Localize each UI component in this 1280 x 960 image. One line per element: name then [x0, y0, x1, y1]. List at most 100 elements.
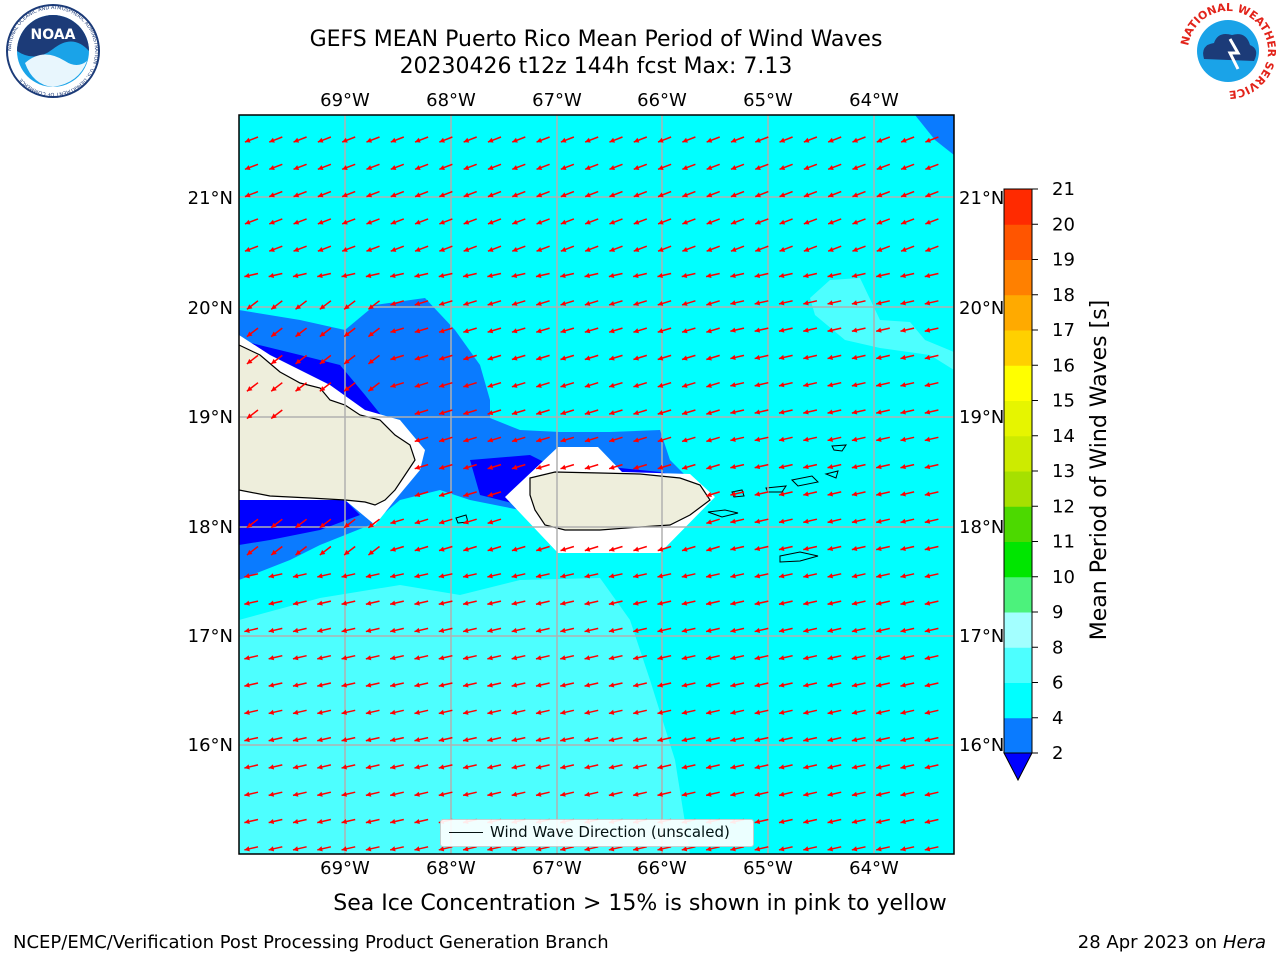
colorbar-band — [1004, 576, 1032, 613]
wind-wave-arrowhead — [851, 791, 858, 797]
wind-wave-arrowhead — [827, 709, 834, 715]
wind-wave-arrowhead — [439, 519, 445, 525]
wind-wave-arrowhead — [439, 546, 445, 552]
wind-wave-arrowhead — [511, 791, 518, 797]
wind-wave-arrowhead — [463, 219, 470, 225]
wind-wave-arrowhead — [439, 382, 445, 388]
wind-wave-arrowhead — [730, 682, 736, 688]
colorbar-band — [1004, 717, 1032, 754]
wind-wave-arrowhead — [778, 791, 785, 797]
wind-wave-arrowhead — [414, 655, 420, 661]
wind-wave-arrowhead — [852, 247, 859, 252]
wind-wave-arrowhead — [317, 137, 324, 143]
colorbar-extend-min — [1003, 752, 1033, 782]
wind-wave-arrowhead — [681, 737, 688, 743]
wind-wave-arrowhead — [560, 846, 566, 852]
wind-wave-arrowhead — [487, 764, 493, 770]
wind-wave-arrowhead — [900, 709, 906, 715]
wind-wave-arrowhead — [851, 764, 858, 770]
wind-wave-arrowhead — [901, 247, 907, 252]
wind-wave-arrowhead — [560, 165, 567, 170]
wind-wave-arrowhead — [317, 655, 323, 661]
wind-wave-arrowhead — [754, 818, 761, 825]
wind-wave-arrowhead — [827, 573, 834, 579]
wind-wave-arrowhead — [560, 437, 567, 443]
wind-wave-arrowhead — [609, 165, 616, 170]
wind-wave-arrowhead — [463, 737, 469, 743]
wind-wave-arrowhead — [414, 355, 421, 361]
wind-wave-arrowhead — [560, 192, 567, 198]
wind-wave-arrowhead — [365, 791, 372, 797]
lat-label: 21°N — [959, 188, 1004, 209]
wind-wave-arrowhead — [900, 818, 906, 825]
wind-wave-arrowhead — [584, 627, 591, 633]
wind-wave-arrowhead — [390, 328, 396, 334]
wind-wave-arrowhead — [487, 300, 494, 306]
wind-wave-arrowhead — [851, 382, 858, 388]
wind-wave-arrowhead — [681, 627, 688, 633]
wind-wave-arrowhead — [246, 304, 253, 310]
wind-wave-arrowhead — [851, 327, 858, 333]
wind-wave-arrowhead — [414, 709, 420, 715]
wind-wave-arrowhead — [487, 737, 493, 743]
map-plot-area — [239, 115, 954, 854]
wind-wave-arrowhead — [706, 846, 712, 852]
colorbar-band — [1004, 682, 1032, 719]
wind-wave-arrowhead — [608, 791, 615, 797]
wind-wave-arrowhead — [246, 549, 253, 556]
wind-wave-arrowhead — [876, 382, 882, 388]
wind-wave-arrowhead — [633, 437, 639, 443]
wind-wave-arrowhead — [292, 627, 299, 633]
wind-wave-arrowhead — [414, 546, 421, 552]
lat-label: 17°N — [188, 626, 233, 647]
wind-wave-arrowhead — [657, 272, 663, 279]
wind-wave-arrowhead — [876, 327, 882, 333]
colorbar-band — [1004, 471, 1032, 507]
wind-wave-arrowhead — [609, 192, 616, 198]
wind-wave-arrowhead — [463, 546, 469, 552]
wind-wave-arrowhead — [876, 518, 882, 524]
wind-wave-arrowhead — [730, 764, 736, 770]
wind-wave-arrowhead — [706, 737, 712, 743]
wind-wave-arrowhead — [924, 327, 931, 333]
wind-wave-arrowhead — [827, 327, 834, 333]
wind-wave-arrowhead — [608, 682, 615, 688]
wind-wave-arrowhead — [390, 573, 396, 579]
wind-wave-arrowhead — [511, 709, 518, 715]
wind-wave-arrowhead — [803, 247, 810, 252]
wind-wave-arrowhead — [827, 409, 834, 415]
wind-wave-arrowhead — [681, 600, 688, 606]
wind-wave-arrowhead — [827, 682, 834, 688]
lat-label: 19°N — [188, 407, 233, 428]
wind-wave-arrowhead — [609, 355, 615, 361]
colorbar-tick-label: 15 — [1052, 391, 1075, 412]
wind-wave-arrowhead — [778, 272, 785, 279]
wind-wave-arrowhead — [560, 272, 566, 279]
wind-wave-arrowhead — [295, 386, 302, 392]
wind-wave-arrowhead — [560, 137, 567, 143]
wind-wave-arrowhead — [706, 627, 712, 633]
wind-wave-arrowhead — [414, 573, 420, 579]
wind-wave-arrowhead — [633, 737, 639, 743]
wind-wave-arrowhead — [803, 382, 809, 388]
wind-wave-arrowhead — [633, 410, 639, 416]
wind-wave-arrowhead — [754, 682, 761, 688]
wind-wave-arrowhead — [803, 545, 809, 552]
wind-wave-arrowhead — [657, 846, 663, 852]
colorbar-tick-label: 18 — [1052, 285, 1075, 306]
wind-wave-arrowhead — [754, 545, 761, 552]
wind-wave-arrowhead — [924, 354, 931, 360]
wind-wave-arrowhead — [608, 737, 615, 743]
wind-wave-arrowhead — [876, 818, 882, 825]
wind-wave-arrowhead — [851, 464, 858, 470]
wind-wave-arrowhead — [633, 655, 639, 661]
wind-wave-arrowhead — [390, 682, 396, 688]
wind-wave-arrowhead — [535, 737, 542, 743]
wind-wave-arrowhead — [706, 655, 712, 661]
virgin-gorda-island — [824, 470, 839, 479]
wind-wave-arrowhead — [633, 219, 640, 225]
wind-wave-arrowhead — [536, 410, 542, 416]
puerto-rico-land — [529, 471, 711, 531]
wind-wave-arrowhead — [658, 247, 664, 252]
wind-wave-arrowhead — [560, 737, 566, 743]
